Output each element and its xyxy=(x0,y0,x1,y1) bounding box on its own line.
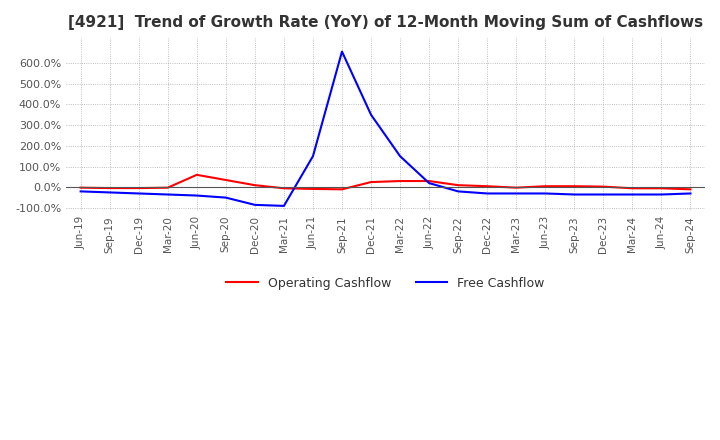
Operating Cashflow xyxy=(366,180,375,185)
Free Cashflow xyxy=(686,191,695,196)
Operating Cashflow xyxy=(657,186,666,191)
Operating Cashflow xyxy=(454,183,462,188)
Operating Cashflow xyxy=(425,178,433,183)
Line: Operating Cashflow: Operating Cashflow xyxy=(81,175,690,189)
Operating Cashflow xyxy=(251,183,259,188)
Operating Cashflow xyxy=(483,183,492,189)
Operating Cashflow xyxy=(512,185,521,191)
Free Cashflow xyxy=(425,180,433,186)
Free Cashflow xyxy=(541,191,549,196)
Free Cashflow xyxy=(135,191,143,196)
Free Cashflow xyxy=(628,192,636,197)
Free Cashflow xyxy=(222,195,230,200)
Operating Cashflow xyxy=(541,183,549,189)
Free Cashflow xyxy=(512,191,521,196)
Free Cashflow xyxy=(251,202,259,208)
Operating Cashflow xyxy=(279,186,288,191)
Operating Cashflow xyxy=(76,185,85,191)
Legend: Operating Cashflow, Free Cashflow: Operating Cashflow, Free Cashflow xyxy=(222,272,549,295)
Operating Cashflow xyxy=(686,187,695,192)
Operating Cashflow xyxy=(222,177,230,183)
Free Cashflow xyxy=(192,193,201,198)
Free Cashflow xyxy=(396,154,405,159)
Free Cashflow xyxy=(657,192,666,197)
Operating Cashflow xyxy=(163,185,172,191)
Free Cashflow xyxy=(309,154,318,159)
Free Cashflow xyxy=(76,189,85,194)
Operating Cashflow xyxy=(570,183,579,189)
Free Cashflow xyxy=(570,192,579,197)
Operating Cashflow xyxy=(599,184,608,189)
Free Cashflow xyxy=(599,192,608,197)
Line: Free Cashflow: Free Cashflow xyxy=(81,51,690,206)
Free Cashflow xyxy=(454,189,462,194)
Operating Cashflow xyxy=(192,172,201,177)
Operating Cashflow xyxy=(396,178,405,183)
Operating Cashflow xyxy=(628,186,636,191)
Operating Cashflow xyxy=(309,186,318,191)
Free Cashflow xyxy=(366,112,375,117)
Free Cashflow xyxy=(338,49,346,54)
Free Cashflow xyxy=(105,190,114,195)
Operating Cashflow xyxy=(135,185,143,191)
Operating Cashflow xyxy=(338,187,346,192)
Free Cashflow xyxy=(279,203,288,209)
Operating Cashflow xyxy=(105,185,114,191)
Free Cashflow xyxy=(163,192,172,197)
Free Cashflow xyxy=(483,191,492,196)
Title: [4921]  Trend of Growth Rate (YoY) of 12-Month Moving Sum of Cashflows: [4921] Trend of Growth Rate (YoY) of 12-… xyxy=(68,15,703,30)
